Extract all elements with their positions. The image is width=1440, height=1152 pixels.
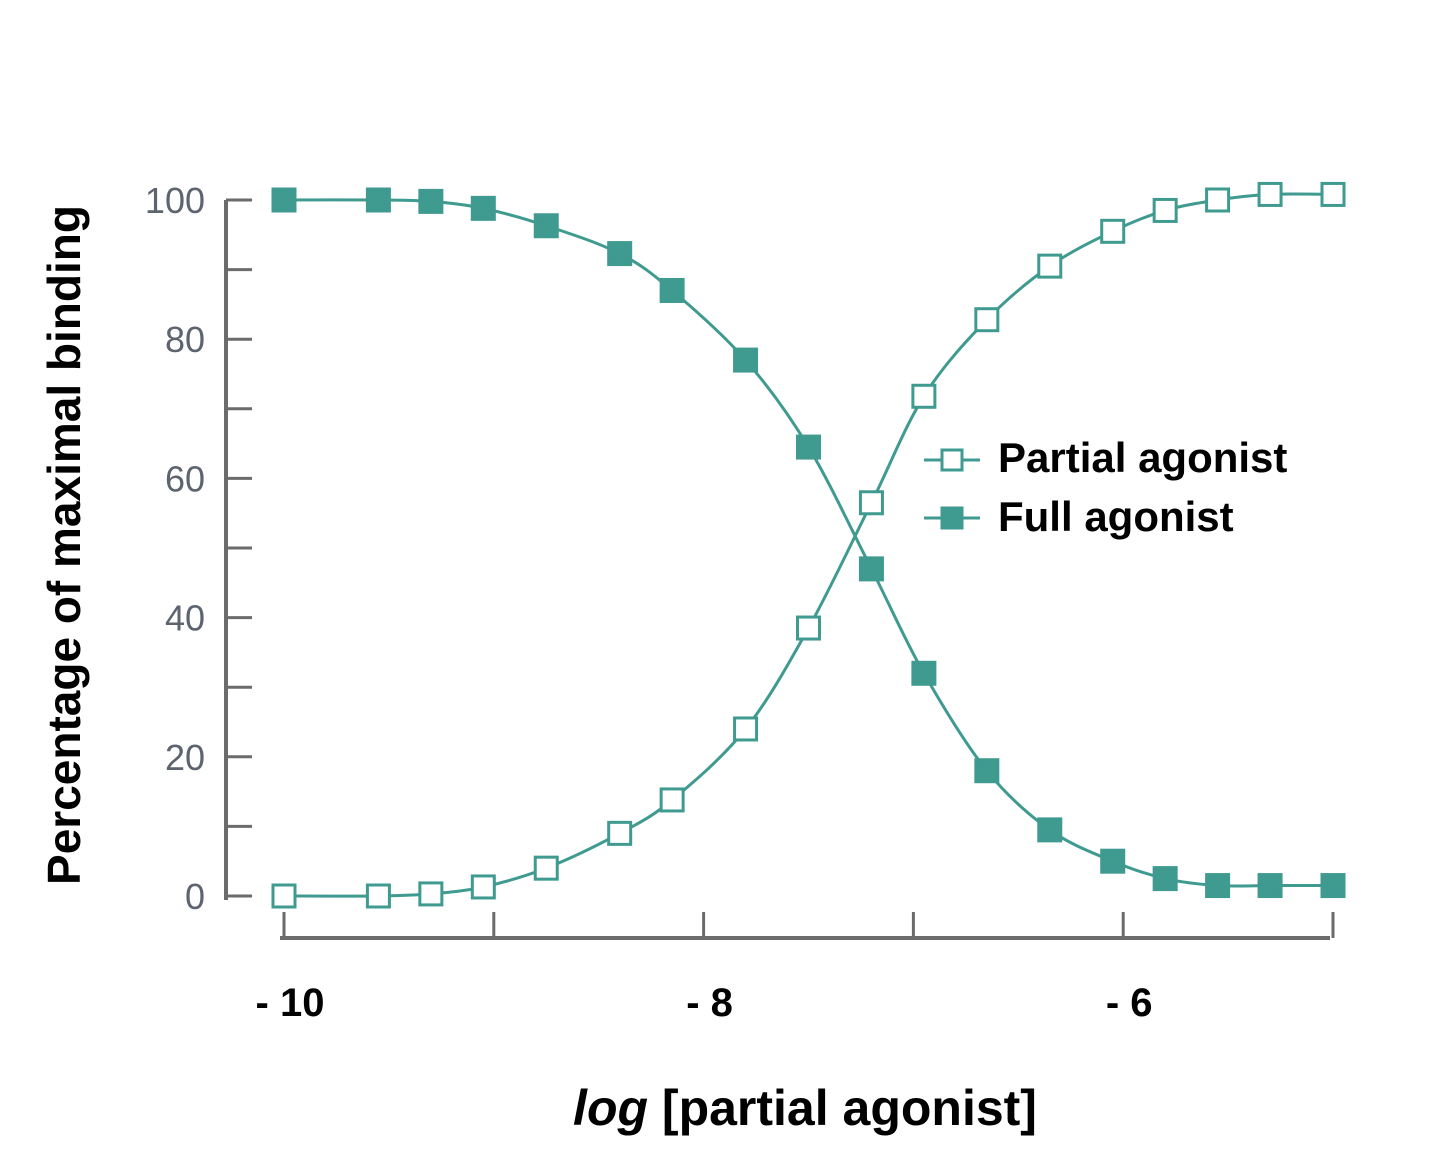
data-point-full-agonist xyxy=(659,277,685,303)
data-point-full-agonist xyxy=(1037,817,1063,843)
x-axis-label-italic: log xyxy=(573,1080,648,1136)
y-tick-label: 20 xyxy=(165,737,205,778)
data-point-full-agonist xyxy=(733,347,759,373)
data-point-partial-agonist xyxy=(1037,253,1063,279)
x-axis-label: log [partial agonist] xyxy=(573,1080,1037,1136)
series-line-full-agonist xyxy=(283,198,1333,888)
data-point-partial-agonist xyxy=(858,490,884,516)
data-point-full-agonist xyxy=(1100,848,1126,874)
data-point-full-agonist xyxy=(1320,873,1346,899)
data-point-partial-agonist xyxy=(733,716,759,742)
data-point-partial-agonist xyxy=(974,307,1000,333)
legend-item-partial-agonist: Partial agonist xyxy=(924,434,1287,481)
legend-marker-partial-agonist xyxy=(940,448,964,472)
curves xyxy=(283,192,1334,898)
data-point-full-agonist xyxy=(1205,873,1231,899)
data-point-full-agonist xyxy=(470,195,496,221)
data-point-partial-agonist xyxy=(1100,218,1126,244)
data-point-partial-agonist xyxy=(796,615,821,641)
legend-marker-full-agonist xyxy=(940,506,964,530)
markers xyxy=(271,181,1346,909)
data-point-full-agonist xyxy=(365,187,391,213)
series-line-partial-agonist xyxy=(283,192,1334,898)
x-tick-label: - 6 xyxy=(1106,981,1153,1025)
x-ticks: - 10 - 8 - 6 xyxy=(256,912,1335,1025)
data-point-full-agonist xyxy=(533,213,559,239)
legend-label-full-agonist: Full agonist xyxy=(998,493,1234,540)
data-point-full-agonist xyxy=(271,187,297,213)
y-tick-label: 0 xyxy=(185,876,205,917)
data-point-full-agonist xyxy=(607,241,633,267)
legend-item-full-agonist: Full agonist xyxy=(924,493,1234,540)
x-tick-label: - 10 xyxy=(256,981,325,1025)
data-point-partial-agonist xyxy=(271,883,297,909)
legend: Partial agonist Full agonist xyxy=(924,434,1287,540)
data-point-partial-agonist xyxy=(1205,187,1231,213)
y-tick-label: 60 xyxy=(165,458,205,499)
data-point-full-agonist xyxy=(1257,873,1283,899)
y-axis-label: Percentage of maximal binding xyxy=(38,205,90,885)
data-point-partial-agonist xyxy=(1320,181,1346,207)
y-tick-label: 80 xyxy=(165,319,205,360)
data-point-full-agonist xyxy=(974,758,1000,784)
x-tick-label: - 8 xyxy=(686,981,733,1025)
data-point-full-agonist xyxy=(1152,866,1178,892)
data-point-partial-agonist xyxy=(1152,197,1178,223)
axes xyxy=(224,200,1330,940)
y-tick-label: 40 xyxy=(165,598,205,639)
data-point-full-agonist xyxy=(418,188,444,214)
data-point-partial-agonist xyxy=(1257,181,1283,207)
legend-label-partial-agonist: Partial agonist xyxy=(998,434,1287,481)
data-point-partial-agonist xyxy=(533,855,559,881)
data-point-partial-agonist xyxy=(911,383,937,409)
data-point-partial-agonist xyxy=(365,883,391,909)
data-point-partial-agonist xyxy=(607,820,633,846)
data-point-full-agonist xyxy=(796,434,821,460)
data-point-partial-agonist xyxy=(659,787,685,813)
data-point-full-agonist xyxy=(858,556,884,582)
y-ticks: 0 20 40 60 80 100 xyxy=(145,180,252,917)
data-point-partial-agonist xyxy=(470,874,496,900)
x-axis-label-rest: [partial agonist] xyxy=(648,1080,1037,1136)
data-point-partial-agonist xyxy=(418,881,444,907)
y-tick-label: 100 xyxy=(145,180,205,221)
data-point-full-agonist xyxy=(911,660,937,686)
